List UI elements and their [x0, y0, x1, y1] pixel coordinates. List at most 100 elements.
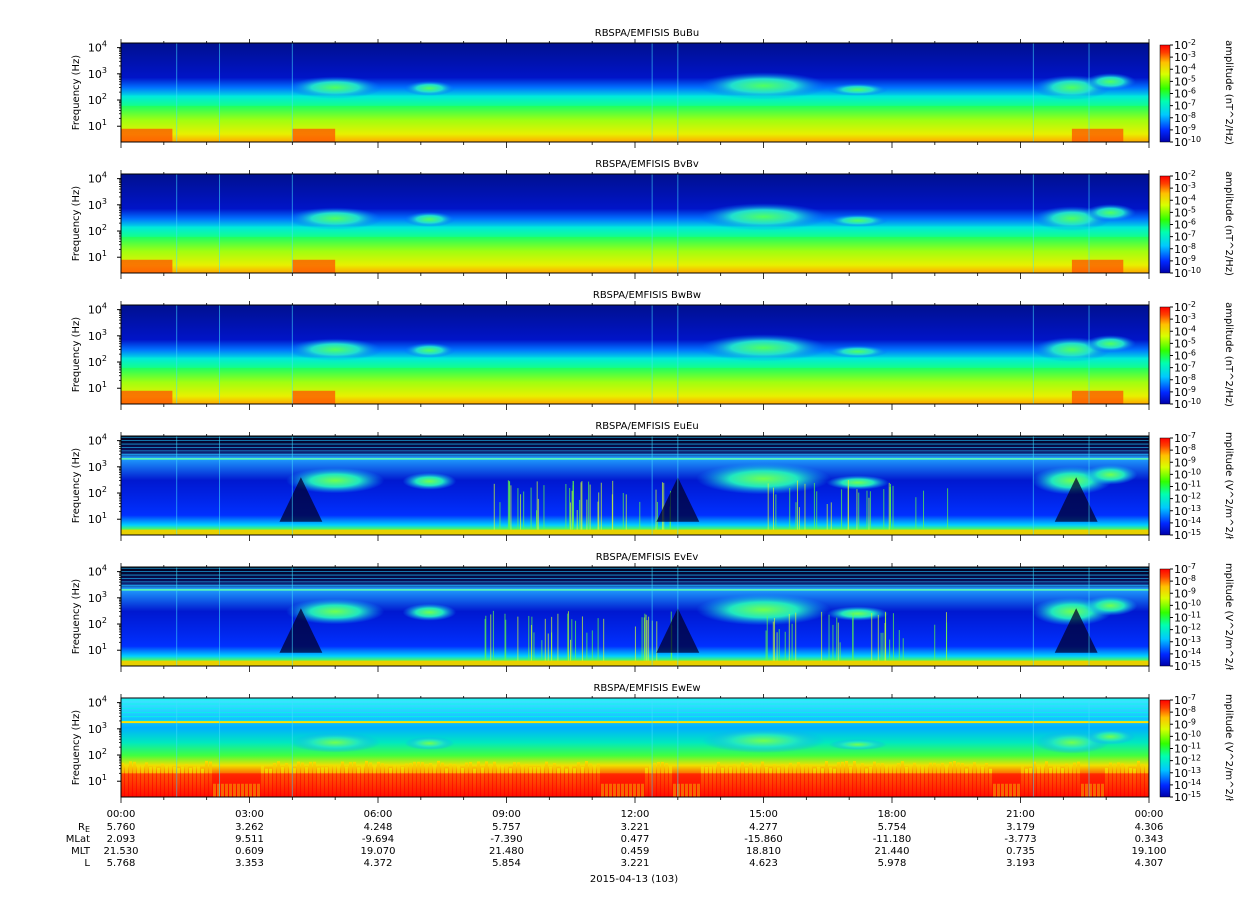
y-tick-label: 103 [88, 590, 107, 605]
colorbar-tick-label: 10-10 [1174, 266, 1201, 280]
panel-3: RBSPA/EMFISIS BwBw Frequency (Hz) 101 102 10… [71, 290, 1234, 411]
y-tick-label: 104 [88, 695, 107, 710]
ephemeris-value: 4.277 [749, 822, 778, 833]
ephemeris-value: -3.773 [1004, 834, 1036, 845]
y-tick-label: 104 [88, 564, 107, 579]
ephemeris-value: -9.694 [362, 834, 394, 845]
colorbar-label: amplitude (nT^2/Hz) [1223, 302, 1234, 407]
x-tick-label: 00:00 [1135, 809, 1164, 820]
wave-emission [1084, 335, 1137, 353]
ephemeris-value: 19.070 [361, 846, 396, 857]
ephemeris-label: MLT [71, 846, 91, 857]
y-axis-label: Frequency (Hz) [71, 317, 82, 393]
x-tick-label: 18:00 [878, 809, 907, 820]
ephemeris-value: 21.440 [875, 846, 910, 857]
ephemeris-value: 2.093 [107, 834, 136, 845]
panel-1: RBSPA/EMFISIS BuBu Frequency (Hz) 101 102 10… [71, 28, 1234, 149]
ephemeris-value: 4.306 [1135, 822, 1164, 833]
ephemeris-value: 5.760 [107, 822, 136, 833]
ephemeris-value: 0.459 [621, 846, 650, 857]
y-tick-label: 103 [88, 721, 107, 736]
lowfreq-patch [292, 390, 336, 404]
lowfreq-band [121, 660, 1149, 666]
ephemeris-value: 0.609 [235, 846, 264, 857]
x-tick-label: 00:00 [107, 809, 136, 820]
wave-emission [1084, 73, 1137, 91]
ephemeris-value: 21.480 [489, 846, 524, 857]
wave-emission [827, 214, 888, 227]
lowfreq-patch [121, 259, 173, 273]
colorbar-gradient [1159, 175, 1171, 274]
colorbar-gradient [1159, 568, 1171, 667]
ephemeris-value: 5.754 [878, 822, 907, 833]
ephemeris-value: 4.372 [364, 858, 393, 869]
y-tick-label: 103 [88, 328, 107, 343]
wave-emission [403, 342, 456, 358]
y-tick-label: 102 [88, 223, 107, 238]
spectrogram-image [121, 698, 1149, 797]
wave-emission [288, 76, 383, 99]
lowfreq-patch [1071, 128, 1124, 142]
ephemeris-value: 4.307 [1135, 858, 1164, 869]
panel-2: RBSPA/EMFISIS BvBv Frequency (Hz) 101 102 10… [71, 159, 1234, 280]
colorbar-tick-label: 10-15 [1174, 528, 1201, 542]
ephemeris-value: 5.978 [878, 858, 907, 869]
spectrogram-image [121, 567, 1149, 666]
colorbar: 10-210-310-410-510-610-710-810-910-10 amp… [1159, 169, 1234, 280]
x-tick-label: 15:00 [749, 809, 778, 820]
wave-emission [1085, 729, 1136, 745]
y-tick-label: 101 [88, 380, 107, 395]
wave-emission [827, 83, 888, 96]
colorbar-label: mplitude (V^2/m^2/ł [1223, 563, 1234, 670]
ephemeris-value: -15.860 [744, 834, 783, 845]
colorbar-tick-label: 10-10 [1174, 135, 1201, 149]
wave-emission [403, 80, 456, 96]
colorbar-label: amplitude (nT^2/Hz) [1223, 171, 1234, 276]
ephemeris-value: 5.768 [107, 858, 136, 869]
wave-emission [289, 732, 381, 753]
wave-emission [1083, 595, 1138, 616]
date-label: 2015-04-13 (103) [590, 874, 678, 885]
wave-emission [288, 338, 383, 361]
colorbar-label: amplitude (nT^2/Hz) [1223, 40, 1234, 145]
x-tick-label: 12:00 [621, 809, 650, 820]
x-tick-label: 03:00 [235, 809, 264, 820]
wave-emission [403, 211, 456, 227]
panel-4: RBSPA/EMFISIS EuEu Frequency (Hz) 101 102 10… [71, 421, 1234, 542]
x-tick-label: 21:00 [1006, 809, 1035, 820]
ephemeris-block: 00:00 03:00 06:00 09:00 12:00 15:00 18:00 21:00… [66, 809, 1167, 885]
panel-6: RBSPA/EMFISIS EwEw Frequency (Hz) 101 102 10… [71, 683, 1234, 804]
wave-emission [826, 606, 890, 621]
y-tick-label: 102 [88, 485, 107, 500]
ephemeris-value: 4.248 [364, 822, 393, 833]
ephemeris-value: -7.390 [490, 834, 522, 845]
dark-cone [279, 608, 323, 653]
hiss-band [121, 226, 1149, 237]
ephemeris-value: -11.180 [873, 834, 912, 845]
colorbar: 10-710-810-910-1010-1110-1210-1310-1410-… [1159, 431, 1234, 542]
lowfreq-patch [292, 128, 336, 142]
colorbar: 10-210-310-410-510-610-710-810-910-10 amp… [1159, 38, 1234, 149]
hiss-band [121, 95, 1149, 106]
x-tick-label: 09:00 [492, 809, 521, 820]
dark-cone [1054, 477, 1098, 522]
ephemeris-value: 3.262 [235, 822, 264, 833]
y-tick-label: 101 [88, 773, 107, 788]
hiss-band [121, 357, 1149, 368]
y-tick-label: 102 [88, 92, 107, 107]
ephemeris-value: 0.477 [621, 834, 650, 845]
wave-emission [701, 728, 826, 753]
lowfreq-band [121, 773, 1149, 797]
wave-emission [827, 345, 888, 358]
colorbar-label: mplitude (V^2/m^2/ł [1223, 694, 1234, 801]
dark-cone [279, 477, 323, 522]
y-tick-label: 102 [88, 616, 107, 631]
wave-emission [1084, 204, 1137, 222]
dark-cone [1054, 608, 1098, 653]
ephemeris-label: MLat [66, 834, 90, 845]
spectrogram-image [121, 43, 1149, 142]
y-tick-label: 104 [88, 171, 107, 186]
ephemeris-value: 3.353 [235, 858, 264, 869]
ephemeris-value: 3.193 [1006, 858, 1035, 869]
ephemeris-value: 0.735 [1006, 846, 1035, 857]
